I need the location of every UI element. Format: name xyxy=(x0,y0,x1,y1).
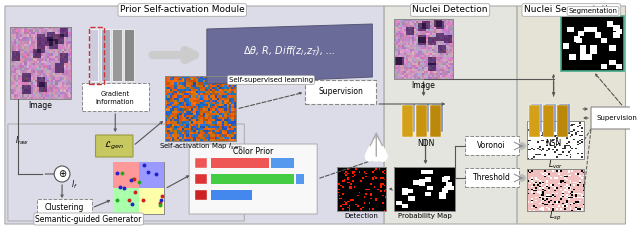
Text: NDN: NDN xyxy=(417,139,434,147)
FancyBboxPatch shape xyxy=(545,104,556,132)
Bar xyxy=(305,80,376,104)
Bar xyxy=(113,162,164,214)
Bar xyxy=(527,169,584,211)
Text: Supervision: Supervision xyxy=(318,87,364,96)
Bar xyxy=(10,27,71,99)
FancyBboxPatch shape xyxy=(100,29,110,81)
FancyBboxPatch shape xyxy=(95,135,133,157)
Text: Gradient
Information: Gradient Information xyxy=(96,92,134,104)
Text: $L_{vor}$: $L_{vor}$ xyxy=(548,159,563,171)
Text: Prior Self-activation Module: Prior Self-activation Module xyxy=(120,5,244,14)
Text: Semantic-guided Generator: Semantic-guided Generator xyxy=(35,215,142,224)
FancyBboxPatch shape xyxy=(384,6,517,224)
Bar xyxy=(195,190,207,200)
Text: $I_{raw}$: $I_{raw}$ xyxy=(15,135,29,147)
Text: Nuclei Detection: Nuclei Detection xyxy=(412,5,488,14)
FancyBboxPatch shape xyxy=(529,105,540,137)
FancyBboxPatch shape xyxy=(429,105,441,137)
Polygon shape xyxy=(139,188,164,214)
Bar xyxy=(296,174,304,184)
FancyBboxPatch shape xyxy=(418,104,429,132)
Text: $L_{sp}$: $L_{sp}$ xyxy=(550,210,562,223)
Polygon shape xyxy=(139,162,164,188)
Text: Self-activation Map $I_{sam}$: Self-activation Map $I_{sam}$ xyxy=(159,142,243,152)
Text: Supervision: Supervision xyxy=(596,115,637,121)
Text: Self-supervised learning: Self-supervised learning xyxy=(229,77,313,83)
Polygon shape xyxy=(113,188,139,214)
Text: $l_f$: $l_f$ xyxy=(70,179,77,191)
Text: Threshold: Threshold xyxy=(472,174,511,183)
Bar xyxy=(89,27,104,84)
Bar xyxy=(527,121,584,159)
Bar xyxy=(211,190,252,200)
FancyBboxPatch shape xyxy=(89,29,99,81)
Bar xyxy=(166,76,236,141)
Text: NSN: NSN xyxy=(545,139,562,147)
Text: Color Prior: Color Prior xyxy=(233,147,273,155)
Text: ⊕: ⊕ xyxy=(58,169,66,179)
Bar xyxy=(82,83,148,111)
FancyBboxPatch shape xyxy=(402,105,413,137)
Bar xyxy=(561,16,623,71)
Bar xyxy=(394,167,455,211)
FancyBboxPatch shape xyxy=(431,104,443,132)
Text: Voronoi: Voronoi xyxy=(477,142,506,150)
Bar xyxy=(211,174,294,184)
Bar xyxy=(337,167,386,211)
Bar xyxy=(271,158,294,168)
Bar xyxy=(37,199,92,217)
Text: $\Delta\theta$, $R$, Diff($z_l$,$z_T$), ...: $\Delta\theta$, $R$, Diff($z_l$,$z_T$), … xyxy=(243,44,336,58)
Bar xyxy=(465,136,519,155)
FancyBboxPatch shape xyxy=(559,104,570,132)
Text: Image: Image xyxy=(28,101,52,109)
Text: Detection: Detection xyxy=(344,213,378,219)
FancyBboxPatch shape xyxy=(124,29,134,81)
FancyBboxPatch shape xyxy=(8,124,244,221)
FancyBboxPatch shape xyxy=(531,104,542,132)
Polygon shape xyxy=(113,162,139,188)
Circle shape xyxy=(54,166,70,182)
FancyBboxPatch shape xyxy=(5,6,384,224)
Bar xyxy=(195,174,207,184)
Text: Segmentation: Segmentation xyxy=(568,8,618,14)
Bar xyxy=(394,19,453,79)
Bar xyxy=(195,158,207,168)
FancyBboxPatch shape xyxy=(113,29,122,81)
FancyBboxPatch shape xyxy=(543,105,554,137)
FancyBboxPatch shape xyxy=(517,6,625,224)
Text: Image: Image xyxy=(412,81,435,90)
Text: Clustering: Clustering xyxy=(44,204,84,213)
FancyBboxPatch shape xyxy=(557,105,568,137)
FancyBboxPatch shape xyxy=(591,107,640,129)
FancyBboxPatch shape xyxy=(404,104,415,132)
Bar xyxy=(211,158,269,168)
Text: $\mathcal{L}_{gen}$: $\mathcal{L}_{gen}$ xyxy=(104,140,124,152)
Text: Probability Map: Probability Map xyxy=(397,213,451,219)
Polygon shape xyxy=(207,24,372,84)
FancyBboxPatch shape xyxy=(189,144,317,214)
Text: Nuclei Segmentation: Nuclei Segmentation xyxy=(524,5,619,14)
Bar xyxy=(465,168,519,187)
FancyBboxPatch shape xyxy=(416,105,427,137)
